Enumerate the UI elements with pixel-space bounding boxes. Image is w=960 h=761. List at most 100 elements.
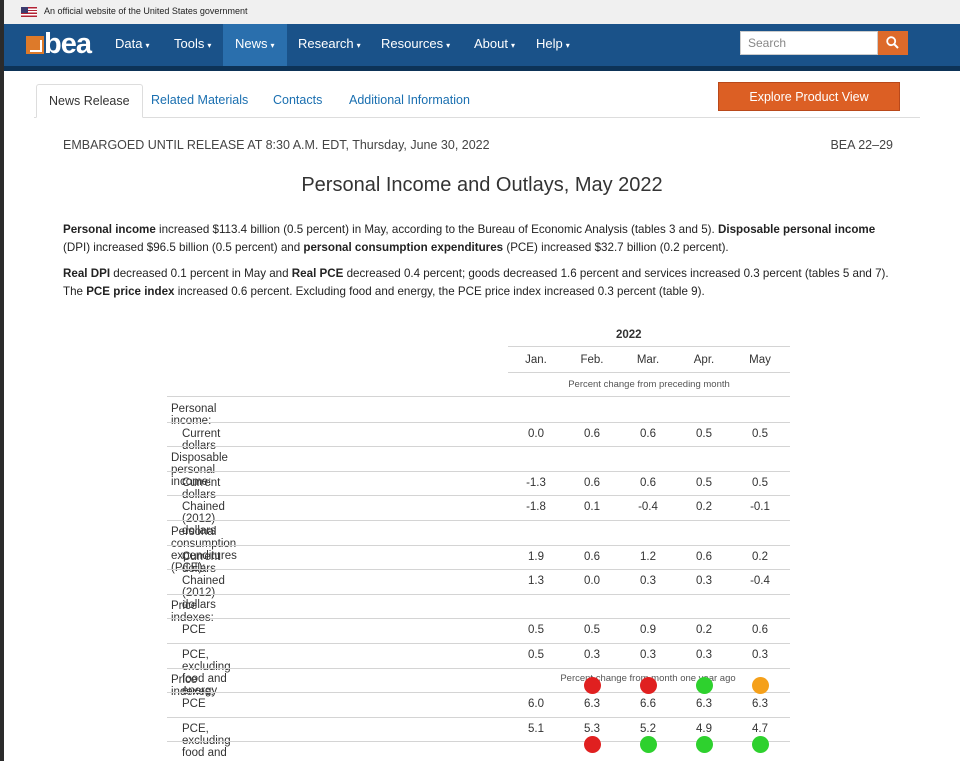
table-cell: 1.2	[640, 550, 656, 563]
nav-item-resources[interactable]: Resources ▾	[369, 24, 462, 66]
table-rule	[167, 716, 790, 718]
table-cell: 5.1	[528, 722, 544, 735]
term-pce-price-index: PCE price index	[86, 285, 175, 298]
table-cell: 0.1	[584, 501, 600, 514]
para1-text-3: (PCE) increased $32.7 billion (0.2 perce…	[503, 241, 729, 254]
embargo-notice: EMBARGOED UNTIL RELEASE AT 8:30 A.M. EDT…	[63, 138, 490, 152]
table-cell: -1.3	[526, 476, 546, 489]
month-header-mar: Mar.	[636, 354, 660, 366]
table-cell: 0.5	[584, 624, 600, 637]
table-cell: 0.3	[640, 649, 656, 661]
nav-item-tools[interactable]: Tools ▾	[162, 24, 223, 66]
term-personal-income: Personal income	[63, 223, 156, 236]
caret-down-icon: ▾	[356, 41, 361, 50]
table-rule	[508, 346, 790, 347]
table-rule	[167, 569, 790, 571]
table-rule	[167, 544, 790, 546]
bea-logo[interactable]: bea	[26, 28, 102, 60]
nav-item-help[interactable]: Help ▾	[524, 24, 582, 66]
table-rule	[167, 446, 790, 448]
tab-related-materials[interactable]: Related Materials	[151, 93, 249, 107]
table-rule	[167, 643, 790, 644]
nav-item-research[interactable]: Research ▾	[286, 24, 373, 66]
tab-additional-information[interactable]: Additional Information	[349, 93, 470, 107]
green-annotation-dot	[695, 676, 713, 694]
red-annotation-dot	[583, 735, 601, 753]
red-annotation-dot	[583, 676, 601, 694]
table-cell: -0.1	[750, 501, 770, 514]
table-cell: 1.3	[528, 575, 544, 588]
table-row-label: Chained (2012) dollars	[182, 501, 225, 538]
logo-text: bea	[44, 28, 92, 60]
page-title: Personal Income and Outlays, May 2022	[301, 174, 663, 196]
tab-contacts[interactable]: Contacts	[273, 93, 323, 107]
table-cell: 0.0	[528, 427, 544, 440]
nav-item-news[interactable]: News ▾	[223, 24, 287, 66]
table-row-label: PCE, excluding food and energy	[182, 649, 231, 697]
table-section-label: Personal income:	[171, 403, 217, 427]
table-rule	[167, 421, 790, 423]
gov-banner: An official website of the United States…	[4, 0, 960, 24]
search-input[interactable]: Search	[740, 31, 878, 55]
month-header-may: May	[749, 354, 771, 366]
table-row-label: Current dollars	[182, 550, 221, 575]
red-annotation-dot	[639, 676, 657, 694]
table-row-label: Current dollars	[182, 476, 221, 501]
table-section-label: Price indexes:	[171, 673, 214, 698]
table-cell: 0.2	[696, 624, 712, 637]
browser-page: An official website of the United States…	[4, 0, 960, 761]
month-header-jan: Jan.	[525, 354, 547, 366]
term-dpi: Disposable personal income	[717, 223, 876, 236]
table-cell: 0.6	[584, 550, 600, 563]
table-cell: 0.3	[752, 649, 768, 661]
table-section-label: Disposable personal income:	[171, 452, 228, 489]
summary-paragraph-2: Real DPI decreased 0.1 percent in May an…	[63, 265, 899, 301]
us-flag-icon	[21, 7, 37, 17]
tab-news-release[interactable]: News Release	[36, 84, 143, 118]
main-nav: bea Data ▾ Tools ▾ News ▾ Research ▾ Resources ▾ A…	[4, 24, 960, 66]
table-section-label: Personal consumption expenditures (PCE):	[171, 526, 237, 574]
table-cell: 0.5	[696, 427, 712, 440]
table-cell: 0.0	[584, 575, 600, 588]
table-cell: 6.3	[752, 698, 768, 711]
table-cell: 0.2	[696, 501, 712, 514]
nav-item-label: Tools	[174, 36, 205, 51]
nav-item-label: Data	[115, 36, 143, 51]
caret-down-icon: ▾	[565, 41, 570, 50]
explore-product-view-button[interactable]: Explore Product View	[718, 82, 900, 111]
table-cell: 6.3	[584, 698, 600, 711]
month-header-feb: Feb.	[580, 354, 604, 366]
table-year-header: 2022	[616, 329, 642, 341]
green-annotation-dot	[751, 735, 769, 753]
table-cell: 0.6	[640, 427, 656, 440]
table-cell: 0.6	[640, 476, 656, 489]
table-cell: 5.3	[584, 722, 600, 735]
table-cell: 0.3	[640, 575, 656, 588]
table-cell: 0.5	[752, 476, 768, 489]
para1-text-1: increased $113.4 billion (0.5 percent) i…	[155, 223, 718, 236]
table-rule	[167, 741, 790, 743]
nav-item-label: News	[235, 36, 268, 51]
nav-border	[4, 66, 960, 71]
nav-item-about[interactable]: About ▾	[462, 24, 527, 66]
search-button[interactable]	[878, 31, 908, 55]
nav-item-label: About	[474, 36, 508, 51]
para2-text-3: increased 0.6 percent. Excluding food an…	[174, 285, 705, 298]
nav-item-data[interactable]: Data ▾	[103, 24, 161, 66]
table-cell: 0.6	[584, 427, 600, 440]
table-row-label: PCE, excluding food and energy	[182, 722, 231, 761]
term-pce: personal consumption expenditures	[303, 241, 504, 254]
table-rule	[167, 495, 790, 497]
nav-item-label: Research	[298, 36, 354, 51]
table-rule	[167, 396, 790, 397]
table-cell: 0.5	[528, 649, 544, 661]
table-cell: 0.3	[696, 575, 712, 588]
table-cell: 1.9	[528, 550, 544, 563]
term-real-dpi: Real DPI	[63, 267, 111, 280]
table-cell: 6.0	[528, 698, 544, 711]
table-cell: 0.9	[640, 624, 656, 637]
green-annotation-dot	[639, 735, 657, 753]
table-section-label: Price indexes:	[171, 599, 214, 624]
table-row-label: Current dollars	[182, 427, 221, 452]
nav-item-label: Help	[536, 36, 563, 51]
